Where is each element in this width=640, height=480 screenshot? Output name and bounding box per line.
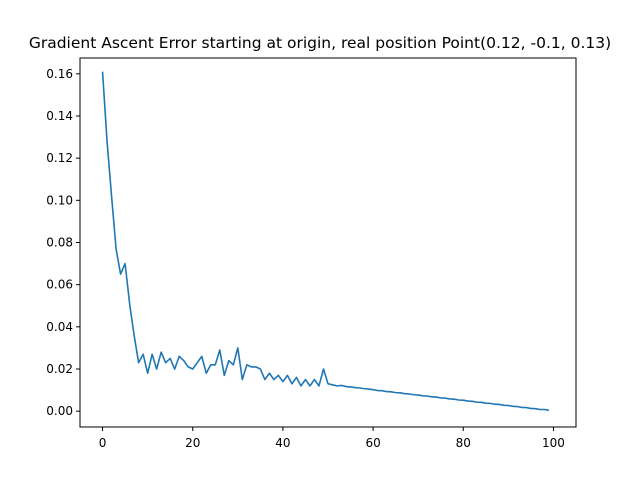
y-tick-label: 0.02 xyxy=(46,362,73,376)
y-tick-label: 0.10 xyxy=(46,193,73,207)
ticks-layer: 0 20 40 60 80 100 0.00 0.02 0.04 0.06 0.08 0.10 0.12… xyxy=(46,67,565,450)
x-tick-label: 60 xyxy=(365,436,380,450)
x-tick-label: 80 xyxy=(456,436,471,450)
x-tick-label: 0 xyxy=(99,436,107,450)
series-layer xyxy=(101,71,550,412)
x-tick-label: 100 xyxy=(542,436,565,450)
y-tick-label: 0.16 xyxy=(46,67,73,81)
axes-frame xyxy=(79,57,577,428)
series-line-0 xyxy=(101,71,550,412)
x-tick-label: 40 xyxy=(275,436,290,450)
y-tick-label: 0.08 xyxy=(46,236,73,250)
y-tick-label: 0.14 xyxy=(46,109,73,123)
chart-title: Gradient Ascent Error starting at origin… xyxy=(29,34,611,52)
x-tick-label: 20 xyxy=(185,436,200,450)
y-tick-label: 0.06 xyxy=(46,278,73,292)
y-tick-label: 0.00 xyxy=(46,404,73,418)
y-tick-label: 0.12 xyxy=(46,151,73,165)
y-tick-label: 0.04 xyxy=(46,320,73,334)
